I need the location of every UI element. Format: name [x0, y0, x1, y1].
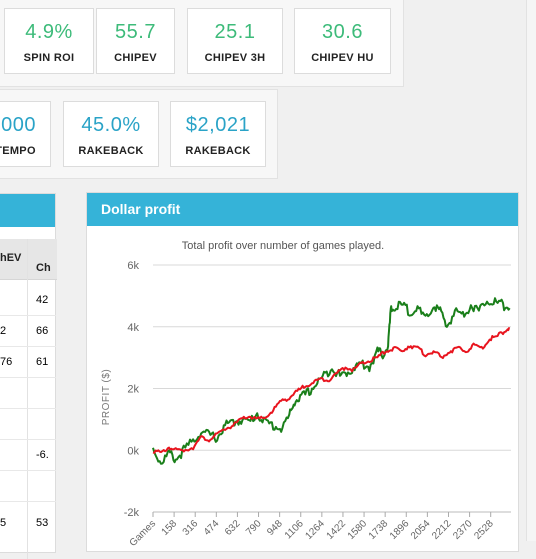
stat-chipev-hu: 30.6 CHIPEV HU — [294, 8, 391, 74]
stat-label: CHIPEV HU — [311, 52, 374, 64]
y-tick-label: 6k — [127, 260, 139, 272]
stat-label: RAKEBACK — [78, 145, 144, 157]
dollar-profit-panel: Dollar profit Total profit over number o… — [86, 192, 519, 552]
stat-label: RAKEBACK — [185, 145, 251, 157]
panel-title: Dollar profit — [87, 193, 518, 226]
x-tick-label: 1738 — [367, 518, 391, 542]
y-tick-label: 4k — [127, 322, 139, 334]
table-row — [0, 409, 56, 440]
x-tick-label: 474 — [202, 518, 222, 538]
x-tick-label: Games — [128, 518, 159, 549]
x-tick-label: 316 — [181, 518, 201, 538]
table-cell: 61 — [36, 356, 49, 368]
table-row: 2 66 — [0, 316, 56, 347]
table-cell: 53 — [36, 517, 49, 529]
y-tick-label: 2k — [127, 384, 139, 396]
panel-header — [0, 194, 55, 227]
chart-title: Total profit over number of games played… — [182, 240, 384, 252]
table-cell: 66 — [36, 325, 49, 337]
x-tick-label: 2054 — [409, 518, 433, 542]
table-cell: -6. — [36, 449, 49, 461]
x-tick-label: 158 — [160, 518, 180, 538]
table-row — [0, 471, 56, 502]
stat-chipev: 55.7 CHIPEV — [96, 8, 175, 74]
x-tick-label: 2370 — [451, 518, 475, 542]
stat-label: SPIN ROI — [23, 52, 75, 64]
series-line-green — [152, 297, 511, 465]
y-tick-label: -2k — [124, 507, 140, 519]
page-scrollbar[interactable] — [526, 0, 536, 541]
table-header-ch[interactable]: Ch — [36, 262, 51, 274]
x-tick-label: 1896 — [388, 518, 412, 542]
table-cell: 76 — [0, 356, 13, 368]
y-tick-label: 0k — [127, 445, 139, 457]
stat-value: $2,021 — [185, 114, 251, 136]
stat-value: 25.1 — [214, 21, 256, 43]
x-tick-label: 2528 — [472, 518, 496, 542]
stat-value: 4.9% — [25, 21, 73, 43]
x-tick-label: 1264 — [303, 518, 327, 542]
series-line-red — [152, 327, 510, 454]
stats-table-panel: hEV — [0, 193, 57, 559]
stat-value: ,000 — [0, 114, 36, 136]
table-cell: 2 — [0, 325, 7, 337]
stat-chipev-3h: 25.1 CHIPEV 3H — [187, 8, 283, 74]
table-header-hev[interactable]: hEV — [0, 252, 22, 264]
x-tick-label: 790 — [244, 518, 264, 538]
x-tick-label: 1106 — [283, 518, 306, 541]
stat-rakeback-dollar: $2,021 RAKEBACK — [170, 101, 266, 167]
x-tick-label: 948 — [265, 518, 285, 538]
table-cell: 42 — [36, 294, 49, 306]
table-cell: 5 — [0, 517, 7, 529]
table-row: 42 — [0, 285, 56, 316]
table-row: -6. — [0, 440, 56, 471]
stat-label: TEMPO — [0, 145, 36, 157]
x-tick-label: 2212 — [430, 518, 454, 542]
stat-tempo: ,000 TEMPO — [0, 101, 51, 167]
table-row: 76 61 — [0, 347, 56, 378]
table-row — [0, 378, 56, 409]
table-col-divider — [27, 239, 28, 559]
x-tick-label: 1422 — [325, 518, 349, 542]
stat-spin-roi: 4.9% SPIN ROI — [4, 8, 94, 74]
stat-value: 55.7 — [115, 21, 156, 43]
profit-chart: Total profit over number of games played… — [101, 240, 511, 549]
stat-label: CHIPEV 3H — [204, 52, 266, 64]
stat-value: 45.0% — [81, 114, 141, 136]
stat-value: 30.6 — [322, 21, 363, 43]
x-tick-label: 1580 — [346, 518, 370, 542]
table-row: 5 53 — [0, 508, 56, 538]
stat-label: CHIPEV — [114, 52, 157, 64]
x-tick-label: 632 — [223, 518, 243, 538]
y-axis-label: PROFIT ($) — [101, 369, 112, 425]
stat-rakeback-percent: 45.0% RAKEBACK — [63, 101, 159, 167]
table-header-row — [0, 239, 57, 280]
